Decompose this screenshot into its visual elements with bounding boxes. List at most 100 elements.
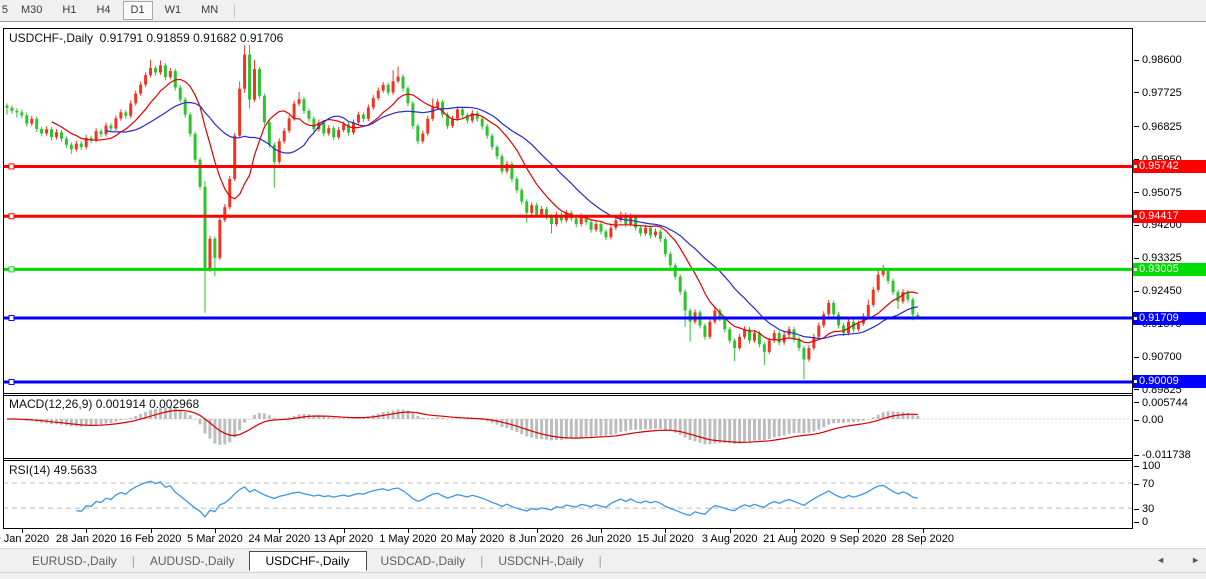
date-tick-mark bbox=[665, 529, 667, 533]
tick-mark bbox=[1134, 159, 1139, 161]
macd-signal-line bbox=[7, 409, 918, 444]
line-handle-icon[interactable] bbox=[1133, 266, 1138, 272]
chart-tab-bar: EURUSD-,Daily | AUDUSD-,Daily USDCHF-,Daily… bbox=[0, 548, 1206, 573]
line-handle-icon[interactable] bbox=[1133, 315, 1138, 321]
price-line-badge[interactable]: 0.90009 bbox=[1133, 375, 1206, 389]
price-axis[interactable]: 0.986000.977250.968250.959500.950750.942… bbox=[1133, 28, 1206, 529]
date-label: 28 Sep 2020 bbox=[891, 533, 954, 545]
date-label: 24 Mar 2020 bbox=[248, 533, 311, 545]
price-tick-label: 0.96825 bbox=[1134, 121, 1182, 133]
tab-scroll-controls: ◄ ► bbox=[1156, 554, 1200, 566]
date-tick-mark bbox=[472, 529, 474, 533]
date-tick-mark bbox=[858, 529, 860, 533]
price-line-badge[interactable]: 0.91709 bbox=[1133, 311, 1206, 325]
timeframe-toolbar: 5 M30 H1 H4 D1 W1 MN bbox=[0, 0, 1206, 22]
price-tick-label: 0.98600 bbox=[1134, 54, 1182, 66]
status-bar bbox=[0, 572, 1206, 579]
date-tick-mark bbox=[922, 529, 924, 533]
timeframe-w1-button[interactable]: W1 bbox=[164, 4, 182, 16]
chart-border bbox=[3, 28, 1133, 529]
date-tick-mark bbox=[729, 529, 731, 533]
rsi-tick-label: 30 bbox=[1134, 503, 1154, 515]
candlestick-series bbox=[5, 44, 920, 380]
rsi-pane bbox=[4, 480, 1132, 518]
rsi-tick-label: 70 bbox=[1134, 478, 1154, 490]
macd-tick-label: 0.00 bbox=[1134, 414, 1163, 426]
rsi-line bbox=[76, 480, 918, 518]
date-label: 5 Mar 2020 bbox=[187, 533, 243, 545]
tab-scroll-right-icon[interactable]: ► bbox=[1191, 555, 1200, 565]
date-label: 1 May 2020 bbox=[379, 533, 437, 545]
price-line-0.93005[interactable] bbox=[3, 266, 1133, 273]
line-handle-icon[interactable] bbox=[1133, 379, 1138, 385]
tab-separator: | bbox=[131, 554, 135, 568]
tab-audusd-daily[interactable]: AUDUSD-,Daily bbox=[149, 554, 235, 568]
date-label: 28 Jan 2020 bbox=[55, 533, 117, 545]
timeframe-m15-button[interactable]: 5 bbox=[1, 4, 8, 16]
date-label: 20 May 2020 bbox=[440, 533, 505, 545]
price-line-0.91709[interactable] bbox=[3, 315, 1133, 322]
date-tick-mark bbox=[150, 529, 152, 533]
tab-usdchf-daily[interactable]: USDCHF-,Daily bbox=[248, 551, 367, 571]
tick-mark bbox=[1134, 192, 1139, 194]
timeframe-m30-button[interactable]: M30 bbox=[21, 4, 43, 16]
ma-fast-line bbox=[51, 78, 918, 344]
line-handle-icon[interactable] bbox=[1133, 213, 1138, 219]
date-tick-mark bbox=[21, 529, 23, 533]
date-tick-mark bbox=[343, 529, 345, 533]
date-label: 16 Feb 2020 bbox=[119, 533, 182, 545]
date-label: 9 Sep 2020 bbox=[830, 533, 887, 545]
tab-separator: | bbox=[480, 554, 484, 568]
tick-mark bbox=[1134, 257, 1139, 259]
date-label: 13 Apr 2020 bbox=[313, 533, 374, 545]
price-tick-label: 0.93325 bbox=[1134, 252, 1182, 264]
date-tick-mark bbox=[794, 529, 796, 533]
tab-separator: | bbox=[598, 554, 602, 568]
macd-tick-label: 0.005744 bbox=[1134, 397, 1188, 409]
chart-canvas[interactable] bbox=[3, 28, 1133, 529]
date-label: 21 Aug 2020 bbox=[763, 533, 825, 545]
price-line-badge[interactable]: 0.94417 bbox=[1133, 209, 1206, 223]
price-tick-label: 0.95075 bbox=[1134, 187, 1182, 199]
tab-eurusd-daily[interactable]: EURUSD-,Daily bbox=[32, 554, 117, 568]
rsi-indicator-label: RSI(14) 49.5633 bbox=[9, 463, 98, 477]
tab-usdcnh-daily[interactable]: USDCNH-,Daily bbox=[498, 554, 584, 568]
price-line-0.95742[interactable] bbox=[3, 163, 1133, 170]
tab-scroll-left-icon[interactable]: ◄ bbox=[1156, 555, 1166, 565]
date-tick-mark bbox=[407, 529, 409, 533]
price-tick-label: 0.97725 bbox=[1134, 87, 1182, 99]
timeframe-d1-button[interactable]: D1 bbox=[122, 1, 153, 20]
ma-slow-line bbox=[105, 101, 918, 340]
tick-mark bbox=[1134, 389, 1139, 391]
timeframe-h4-button[interactable]: H4 bbox=[96, 4, 111, 16]
price-line-badge[interactable]: 0.95742 bbox=[1133, 159, 1206, 173]
macd-indicator-label: MACD(12,26,9) 0.001914 0.002968 bbox=[9, 397, 200, 411]
date-label: 9 Jan 2020 bbox=[0, 533, 50, 545]
macd-tick-label: -0.011738 bbox=[1134, 449, 1191, 461]
tick-mark bbox=[1134, 59, 1139, 61]
date-label: 8 Jun 2020 bbox=[509, 533, 564, 545]
price-line-badge[interactable]: 0.93005 bbox=[1133, 262, 1206, 276]
date-tick-mark bbox=[601, 529, 602, 533]
date-label: 3 Aug 2020 bbox=[701, 533, 758, 545]
tick-mark bbox=[1134, 356, 1139, 358]
tick-mark bbox=[1134, 290, 1139, 292]
price-tick-label: 0.90700 bbox=[1134, 351, 1182, 363]
timeframe-h1-button[interactable]: H1 bbox=[62, 4, 77, 16]
line-handle-icon[interactable] bbox=[1133, 163, 1138, 169]
date-tick-mark bbox=[536, 529, 538, 533]
tab-usdcad-daily[interactable]: USDCAD-,Daily bbox=[380, 554, 466, 568]
price-tick-label: 0.92450 bbox=[1134, 285, 1182, 297]
timeframe-mn-button[interactable]: MN bbox=[201, 4, 219, 16]
date-tick-mark bbox=[214, 529, 216, 533]
tick-mark bbox=[1134, 92, 1139, 94]
price-line-0.94417[interactable] bbox=[3, 213, 1133, 220]
macd-histogram bbox=[4, 407, 1132, 445]
date-label: 26 Jun 2020 bbox=[570, 533, 632, 545]
chart-title: USDCHF-,Daily 0.91791 0.91859 0.91682 0.… bbox=[9, 31, 284, 45]
tick-mark bbox=[1134, 225, 1139, 226]
toolbar-separator bbox=[234, 3, 236, 18]
price-line-0.90009[interactable] bbox=[3, 378, 1133, 385]
tick-mark bbox=[1134, 126, 1139, 128]
